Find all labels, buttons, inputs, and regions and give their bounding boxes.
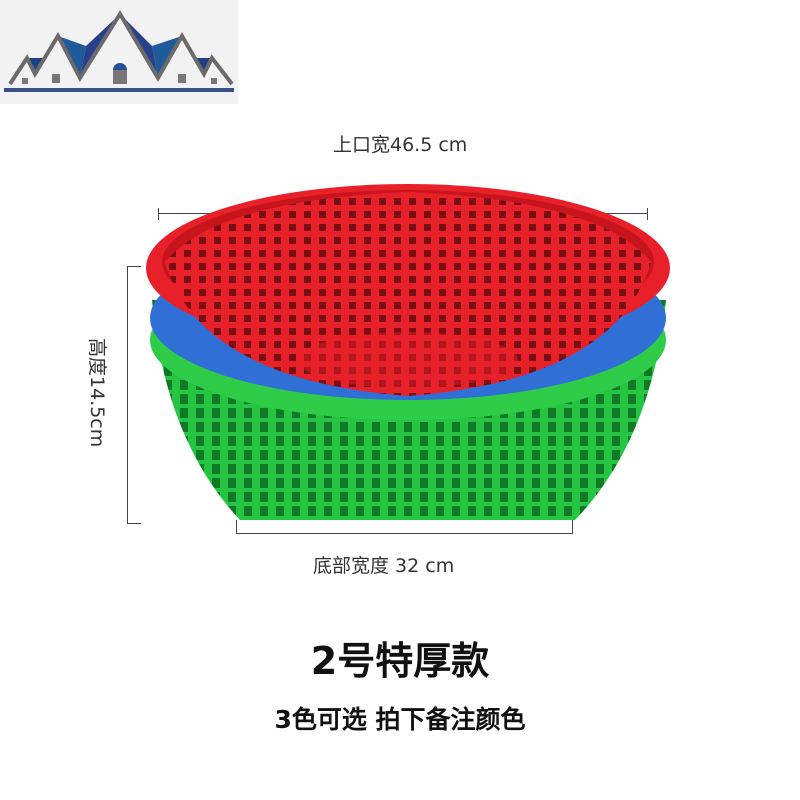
tick: [647, 208, 648, 220]
brand-logo: [0, 0, 238, 104]
red-basket-interior: [165, 192, 651, 396]
product-title: 2号特厚款: [310, 639, 490, 683]
house-roofs-logo-icon: [4, 10, 234, 92]
tick: [127, 266, 141, 267]
product-subtitle: 3色可选 拍下备注颜色: [274, 705, 526, 734]
tick: [236, 520, 237, 533]
height-line: [127, 266, 128, 524]
tick: [572, 520, 573, 533]
tick: [127, 523, 141, 524]
bottom-width-line: [236, 533, 573, 534]
tick: [158, 208, 159, 220]
bottom-width-label: 底部宽度 32 cm: [313, 555, 455, 577]
top-width-label: 上口宽46.5 cm: [333, 134, 468, 156]
